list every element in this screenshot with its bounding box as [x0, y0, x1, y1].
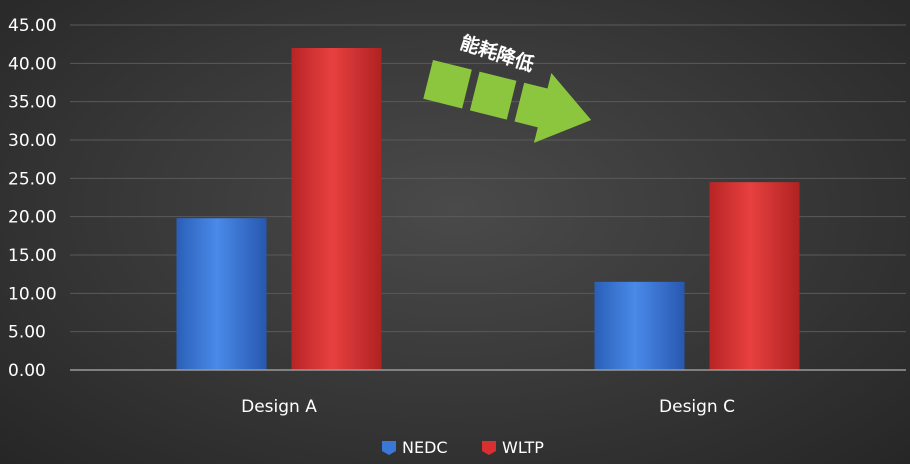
y-tick-label: 45.00 — [8, 16, 57, 36]
legend-swatch — [482, 441, 496, 455]
y-tick-label: 15.00 — [8, 246, 57, 266]
y-tick-label: 20.00 — [8, 208, 57, 228]
energy-reduction-annotation: 能耗降低 — [423, 31, 592, 143]
x-axis-category-labels: Design A Design C — [241, 397, 735, 417]
y-tick-label: 35.00 — [8, 93, 57, 113]
bar-nedc-design-c — [594, 281, 685, 370]
y-tick-label: 10.00 — [8, 284, 57, 304]
y-tick-label: 30.00 — [8, 131, 57, 151]
x-category-label: Design A — [241, 397, 317, 417]
y-tick-label: 25.00 — [8, 169, 57, 189]
legend: NEDC WLTP — [382, 438, 544, 457]
y-tick-label: 0.00 — [8, 361, 46, 381]
y-tick-label: 40.00 — [8, 54, 57, 74]
bar-wltp-design-a — [291, 48, 382, 370]
green-arrow-icon — [423, 60, 592, 143]
bar-nedc-design-a — [176, 218, 267, 370]
x-category-label: Design C — [659, 397, 735, 417]
legend-swatch — [382, 441, 396, 455]
legend-label: WLTP — [502, 438, 544, 457]
y-tick-label: 5.00 — [8, 323, 46, 343]
bars — [176, 48, 800, 370]
legend-item-wltp: WLTP — [482, 438, 544, 457]
legend-item-nedc: NEDC — [382, 438, 448, 457]
bar-wltp-design-c — [709, 182, 800, 370]
y-axis-tick-labels: 0.00 5.00 10.00 15.00 20.00 25.00 30.00 35.00 40… — [8, 16, 57, 381]
legend-label: NEDC — [402, 438, 448, 457]
